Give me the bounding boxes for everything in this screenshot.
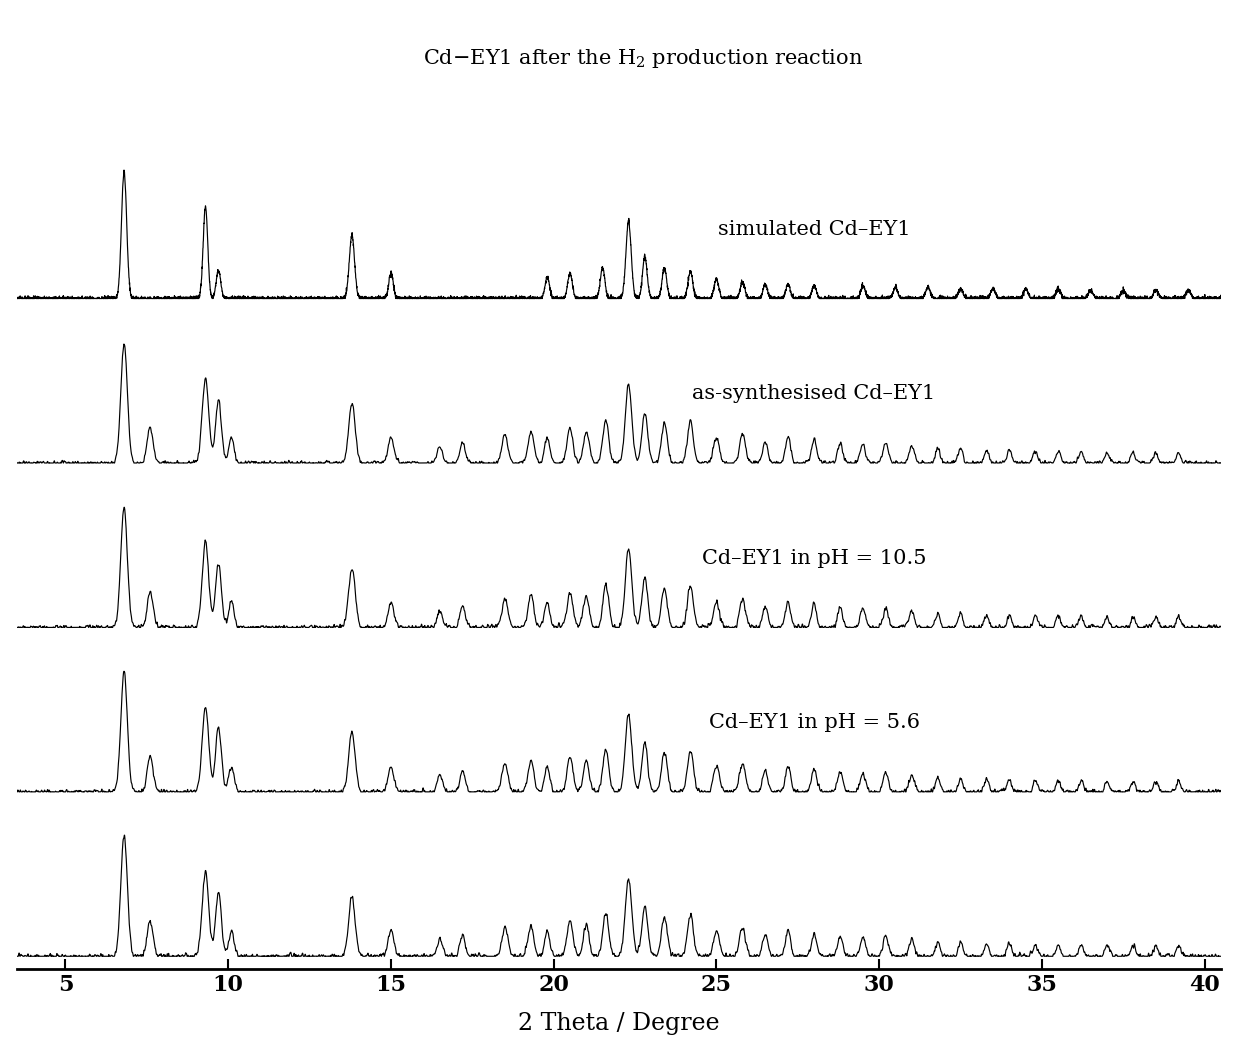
Text: Cd–EY1 in pH = 5.6: Cd–EY1 in pH = 5.6	[708, 713, 920, 732]
Text: as-synthesised Cd–EY1: as-synthesised Cd–EY1	[692, 384, 936, 404]
X-axis label: 2 Theta / Degree: 2 Theta / Degree	[518, 1012, 719, 1035]
Text: Cd$-$EY1 after the H$_2$ production reaction: Cd$-$EY1 after the H$_2$ production reac…	[423, 47, 863, 70]
Text: Cd–EY1 in pH = 10.5: Cd–EY1 in pH = 10.5	[702, 549, 926, 568]
Text: simulated Cd–EY1: simulated Cd–EY1	[718, 220, 910, 239]
